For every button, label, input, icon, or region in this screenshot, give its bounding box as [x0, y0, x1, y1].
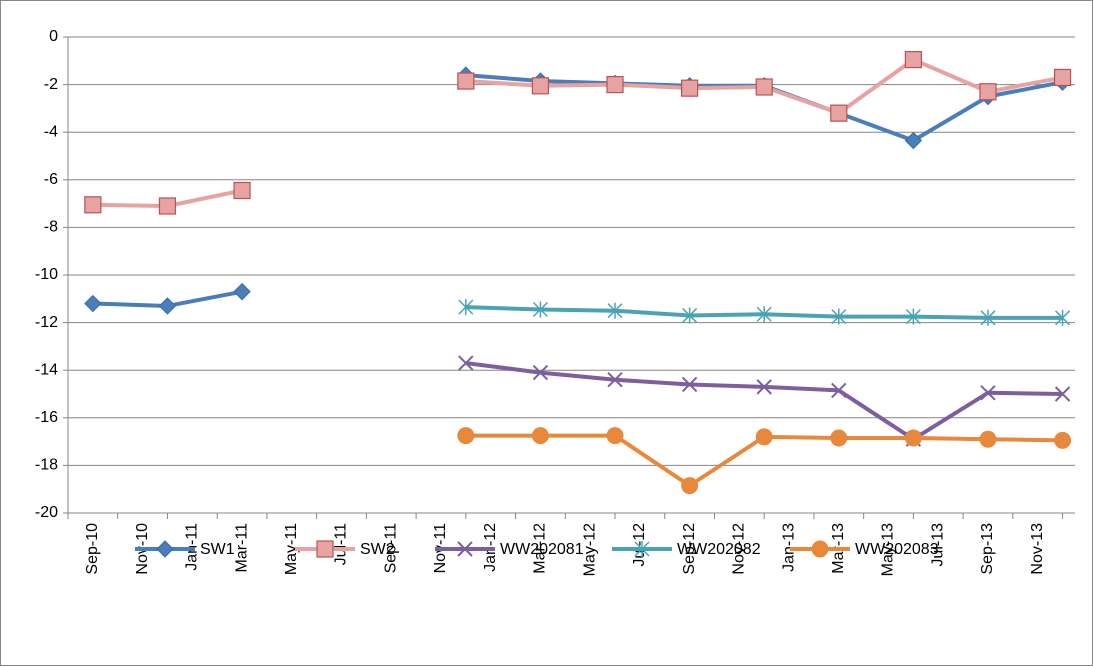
- marker: [756, 306, 772, 323]
- marker: [458, 355, 474, 371]
- marker: [606, 427, 624, 445]
- marker: [1053, 68, 1072, 87]
- marker: [980, 309, 996, 326]
- marker: [904, 131, 923, 150]
- x-tick-label: Jul-11: [333, 523, 350, 565]
- x-tick-label: May-12: [581, 523, 598, 576]
- y-tick-label: -6: [44, 171, 58, 188]
- marker: [532, 364, 549, 381]
- x-tick-label: Nov-12: [731, 523, 748, 575]
- x-tick-label: Jan-11: [184, 523, 201, 571]
- marker: [84, 196, 102, 214]
- x-tick-label: Nov-13: [1029, 523, 1046, 575]
- marker: [831, 382, 847, 399]
- marker: [457, 541, 473, 557]
- marker: [681, 477, 699, 495]
- marker: [316, 540, 334, 558]
- marker: [830, 429, 848, 447]
- marker: [606, 75, 624, 94]
- x-tick-label: Jan-13: [780, 523, 797, 572]
- legend-label: WW202083: [855, 541, 939, 558]
- marker: [634, 541, 650, 557]
- legend-item: WW202083: [790, 540, 939, 558]
- x-tick-label: Sep-13: [979, 523, 996, 575]
- y-tick-label: -14: [35, 361, 58, 378]
- legend-label: WW202082: [677, 541, 761, 558]
- marker: [756, 379, 772, 395]
- x-tick-label: Sep-12: [681, 523, 698, 575]
- marker: [457, 72, 475, 90]
- y-tick-label: -12: [35, 314, 58, 331]
- marker: [1054, 386, 1071, 402]
- marker: [532, 301, 548, 318]
- legend-item: WW202082: [612, 541, 761, 558]
- marker: [233, 181, 251, 200]
- x-tick-label: May-13: [880, 523, 897, 576]
- y-tick-label: -20: [35, 504, 58, 521]
- marker: [811, 540, 829, 558]
- marker: [531, 427, 549, 445]
- marker: [755, 78, 773, 96]
- x-tick-label: Mar-12: [532, 523, 549, 574]
- legend-item: WW202081: [435, 541, 584, 558]
- marker: [1054, 431, 1072, 449]
- marker: [233, 282, 251, 301]
- legend-label: SW1: [200, 541, 235, 558]
- legend-label: SW2: [360, 541, 395, 558]
- x-tick-label: Mar-11: [233, 523, 250, 573]
- marker: [755, 428, 773, 446]
- legend-label: WW202081: [500, 541, 584, 558]
- marker: [681, 79, 699, 97]
- y-tick-label: -2: [44, 76, 58, 93]
- marker: [531, 77, 550, 95]
- marker: [979, 430, 997, 448]
- x-tick-label: Sep-11: [382, 523, 399, 574]
- marker: [904, 429, 922, 447]
- marker: [84, 294, 102, 313]
- marker: [681, 376, 698, 393]
- marker: [979, 83, 997, 101]
- marker: [156, 540, 174, 558]
- legend-item: SW2: [295, 540, 395, 558]
- marker: [158, 197, 177, 215]
- y-tick-label: -18: [35, 457, 58, 474]
- y-tick-label: -4: [44, 123, 58, 140]
- marker: [607, 302, 623, 319]
- marker: [457, 427, 475, 445]
- marker: [682, 307, 698, 324]
- marker: [980, 385, 996, 401]
- legend-item: SW1: [135, 540, 235, 558]
- marker: [830, 104, 848, 122]
- y-tick-label: -16: [35, 409, 58, 426]
- y-tick-label: 0: [49, 28, 58, 45]
- marker: [458, 299, 474, 316]
- marker: [158, 297, 177, 315]
- marker: [831, 308, 847, 325]
- x-tick-label: Jul-13: [929, 523, 946, 567]
- x-tick-label: May-11: [283, 523, 300, 575]
- y-tick-label: -10: [35, 266, 58, 283]
- marker: [607, 372, 623, 388]
- marker: [1055, 309, 1071, 326]
- marker: [905, 308, 921, 325]
- x-tick-label: Sep-10: [84, 523, 101, 575]
- y-tick-label: -8: [44, 219, 58, 236]
- marker: [904, 51, 922, 69]
